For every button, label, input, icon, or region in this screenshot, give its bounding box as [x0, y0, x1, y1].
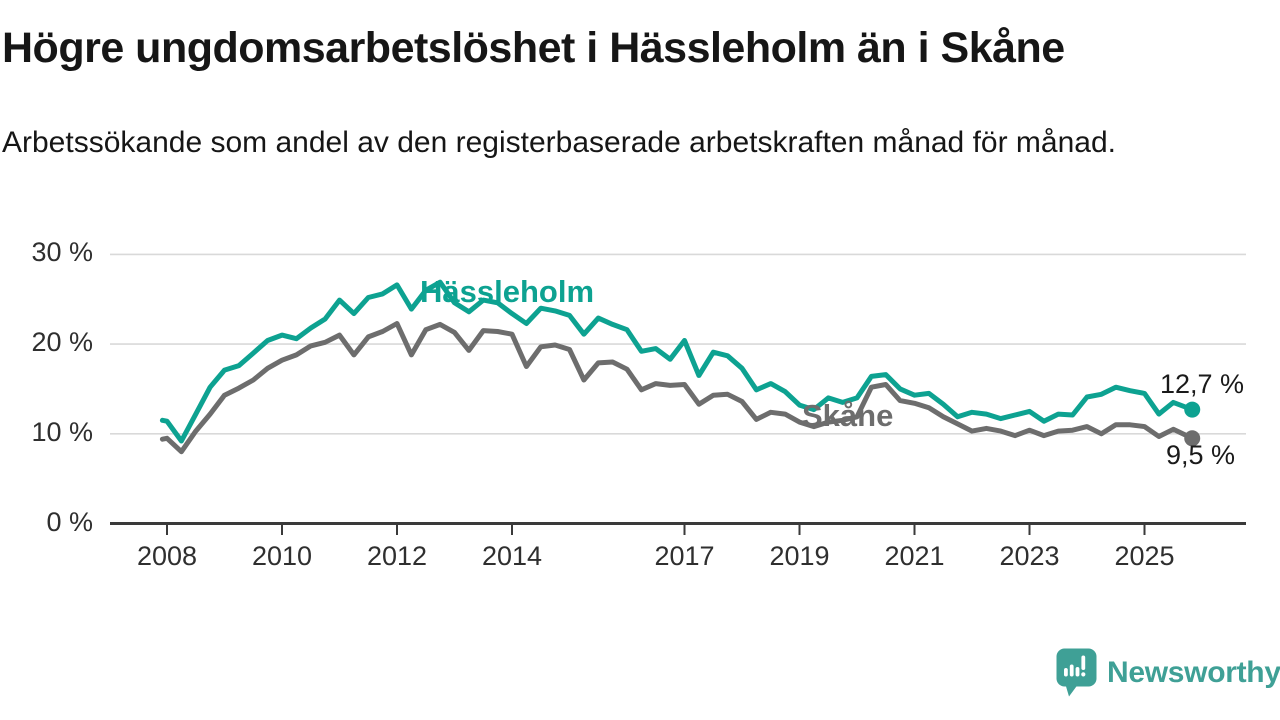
- x-axis-label: 2023: [999, 541, 1060, 571]
- x-axis-label: 2010: [251, 541, 313, 571]
- series-label-hassleholm: Hässleholm: [420, 274, 595, 309]
- y-axis-label: 20 %: [31, 327, 93, 358]
- end-value-skane: 9,5 %: [1166, 440, 1236, 470]
- end-value-hassleholm: 12,7 %: [1160, 369, 1245, 399]
- newsworthy-logo: Newsworthy: [1056, 648, 1280, 697]
- series-label-skane: Skåne: [802, 398, 894, 433]
- x-axis-label: 2014: [481, 541, 543, 571]
- x-axis-label: 2025: [1114, 541, 1175, 571]
- x-axis-label: 2012: [366, 541, 428, 571]
- x-axis-label: 2008: [136, 541, 198, 571]
- end-dot-skane: [1184, 430, 1201, 447]
- y-axis-label: 0 %: [46, 506, 93, 537]
- x-axis-label: 2021: [884, 541, 945, 571]
- newsworthy-icon: [1056, 648, 1097, 697]
- chart-subtitle: Arbetssökande som andel av den registerb…: [2, 126, 1116, 159]
- page-title: Högre ungdomsarbetslöshet i Hässleholm ä…: [2, 24, 1065, 72]
- newsworthy-wordmark: Newsworthy: [1107, 655, 1280, 689]
- x-axis-label: 2017: [654, 541, 715, 571]
- y-axis-label: 10 %: [31, 416, 93, 447]
- end-dot-hassleholm: [1184, 401, 1201, 418]
- x-axis-label: 2019: [769, 541, 830, 571]
- series-line-skane: [159, 321, 1195, 455]
- y-axis-label: 30 %: [31, 237, 93, 268]
- series-line-hassleholm: [159, 279, 1195, 444]
